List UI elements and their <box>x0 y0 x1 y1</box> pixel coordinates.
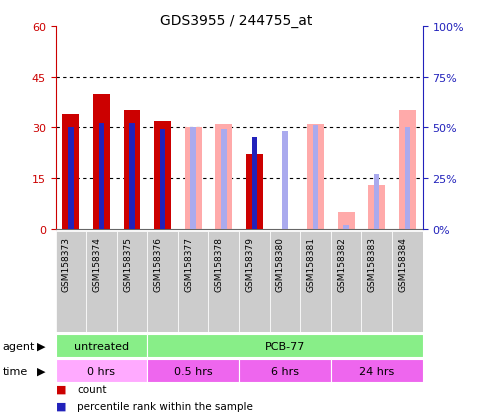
Text: GSM158375: GSM158375 <box>123 236 132 291</box>
Bar <box>68 128 73 229</box>
Text: 6 hrs: 6 hrs <box>271 366 299 376</box>
Text: count: count <box>77 384 107 394</box>
Bar <box>56 231 86 332</box>
Text: untreated: untreated <box>74 341 129 351</box>
Text: GSM158380: GSM158380 <box>276 236 285 291</box>
Bar <box>300 231 331 332</box>
Text: GDS3955 / 244755_at: GDS3955 / 244755_at <box>160 14 313 28</box>
Text: PCB-77: PCB-77 <box>265 341 305 351</box>
Text: 0.5 hrs: 0.5 hrs <box>174 366 213 376</box>
Bar <box>86 231 117 332</box>
Bar <box>361 231 392 332</box>
Text: GSM158382: GSM158382 <box>337 236 346 291</box>
Bar <box>178 231 209 332</box>
Text: 0 hrs: 0 hrs <box>87 366 115 376</box>
Bar <box>369 185 385 229</box>
Text: GSM158379: GSM158379 <box>245 236 255 291</box>
Bar <box>252 138 257 229</box>
Bar <box>93 94 110 229</box>
Bar <box>185 128 201 229</box>
Bar <box>160 130 165 229</box>
Text: percentile rank within the sample: percentile rank within the sample <box>77 401 253 411</box>
Bar <box>399 111 416 229</box>
Bar <box>221 130 227 229</box>
Bar <box>62 114 79 229</box>
Bar <box>374 175 380 229</box>
Text: GSM158377: GSM158377 <box>184 236 193 291</box>
Text: GSM158373: GSM158373 <box>62 236 71 291</box>
Text: GSM158383: GSM158383 <box>368 236 377 291</box>
Bar <box>313 126 318 229</box>
Bar <box>147 335 423 357</box>
Bar <box>99 124 104 229</box>
Text: GSM158374: GSM158374 <box>92 236 101 291</box>
Bar <box>215 125 232 229</box>
Bar <box>270 231 300 332</box>
Text: ■: ■ <box>56 384 66 394</box>
Bar <box>56 359 147 382</box>
Bar <box>331 231 361 332</box>
Bar <box>343 225 349 229</box>
Text: GSM158376: GSM158376 <box>154 236 163 291</box>
Bar <box>331 359 423 382</box>
Bar <box>147 359 239 382</box>
Text: time: time <box>2 366 28 376</box>
Bar <box>246 155 263 229</box>
Text: GSM158384: GSM158384 <box>398 236 407 291</box>
Text: GSM158381: GSM158381 <box>307 236 315 291</box>
Text: ■: ■ <box>56 401 66 411</box>
Text: GSM158378: GSM158378 <box>215 236 224 291</box>
Bar <box>129 124 135 229</box>
Bar <box>209 231 239 332</box>
Bar <box>338 212 355 229</box>
Bar <box>239 359 331 382</box>
Bar <box>392 231 423 332</box>
Text: 24 hrs: 24 hrs <box>359 366 394 376</box>
Text: agent: agent <box>2 341 35 351</box>
Bar <box>190 128 196 229</box>
Text: ▶: ▶ <box>37 366 45 376</box>
Bar <box>282 132 288 229</box>
Bar <box>154 121 171 229</box>
Bar <box>307 125 324 229</box>
Text: ▶: ▶ <box>37 341 45 351</box>
Bar <box>56 335 147 357</box>
Bar <box>117 231 147 332</box>
Bar <box>124 111 141 229</box>
Bar <box>405 128 410 229</box>
Bar <box>147 231 178 332</box>
Bar <box>239 231 270 332</box>
